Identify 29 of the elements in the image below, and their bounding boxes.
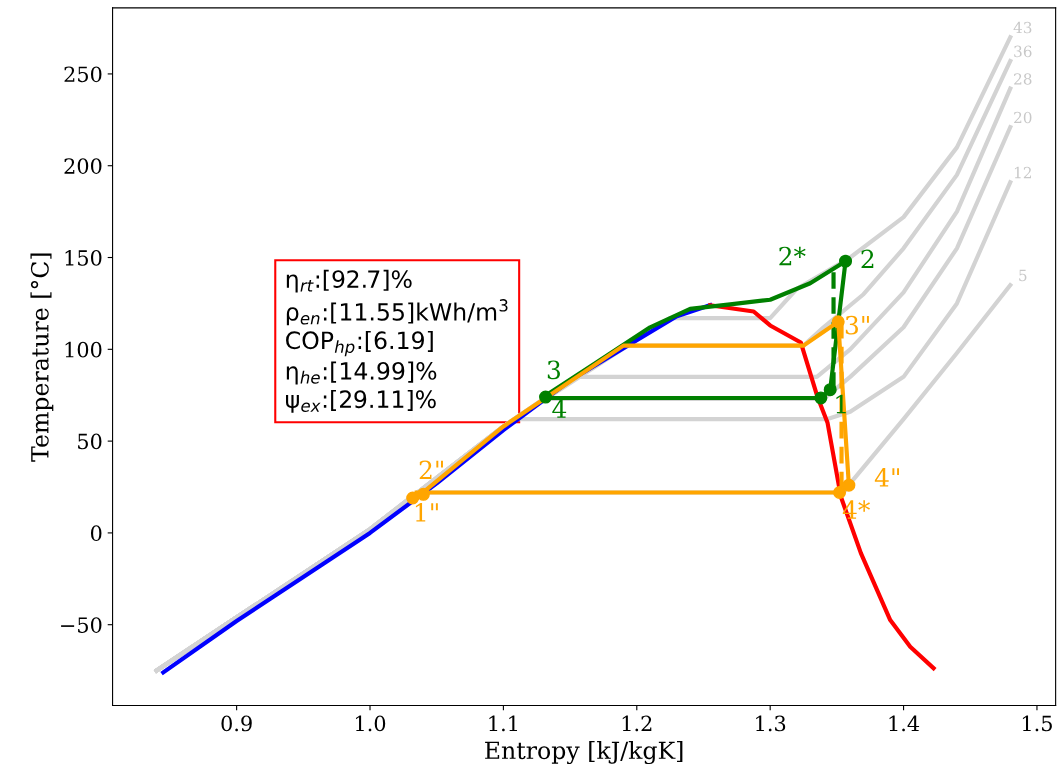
annotation: 2 [861, 249, 874, 269]
annotation: ρ$_{en}$:[11.55]kWh/m$^{3}$ [286, 299, 508, 326]
y-tick-label: 0 [90, 525, 102, 542]
annotation: η$_{he}$:[14.99]% [286, 361, 437, 385]
annotation: 3 [547, 360, 560, 380]
x-tick-label: 1.3 [756, 715, 786, 732]
annotation: ψ$_{ex}$:[29.11]% [286, 389, 436, 413]
x-tick-label: 0.9 [221, 715, 252, 732]
annotation: 3" [845, 315, 869, 335]
x-tick-label: 1.0 [355, 715, 386, 732]
x-tick-label: 1.2 [622, 715, 652, 732]
x-tick-label: 1.5 [1022, 715, 1052, 732]
x-axis-title: Entropy [kJ/kgK] [485, 740, 683, 765]
y-tick-label: 200 [64, 158, 102, 174]
annotation: η$_{rt}$:[92.7]% [286, 269, 412, 293]
y-tick-label: 100 [65, 341, 102, 358]
y-axis-title: Temperature [°C] [30, 253, 54, 462]
annotation: 1" [415, 503, 438, 522]
annotation: 4 [552, 399, 567, 418]
x-tick-label: 1.4 [889, 715, 920, 732]
y-tick-label: 250 [64, 66, 102, 83]
annotation: COP$_{hp}$:[6.19] [286, 330, 433, 357]
annotation: 2* [779, 246, 806, 266]
y-tick-label: 50 [78, 433, 102, 450]
y-tick-label: −50 [61, 617, 102, 633]
x-tick-label: 1.1 [489, 715, 518, 732]
annotation: 2" [419, 460, 443, 480]
annotation: 4" [874, 467, 900, 487]
y-tick-label: 150 [65, 249, 102, 266]
